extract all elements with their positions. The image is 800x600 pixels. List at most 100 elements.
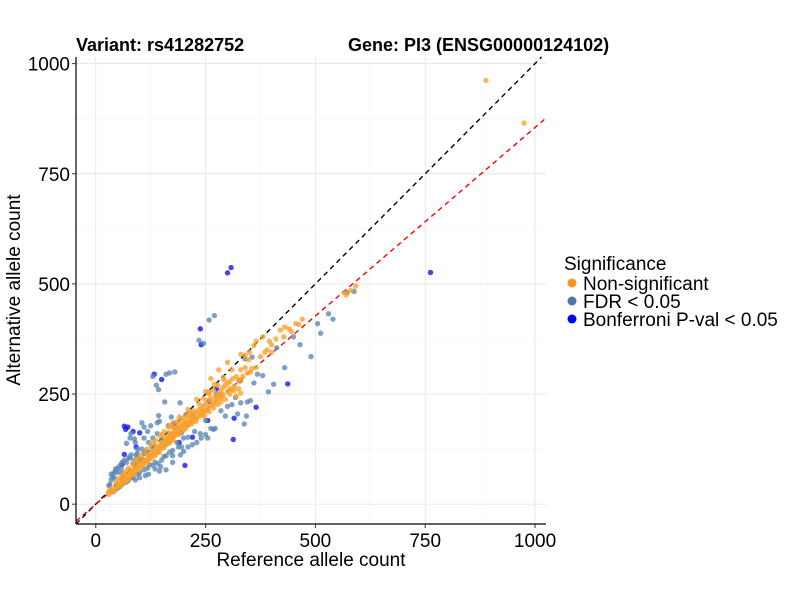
point-non-significant <box>231 387 237 394</box>
y-tick-label: 500 <box>38 275 70 296</box>
point-non-significant <box>210 405 217 411</box>
point-fdr-0-05 <box>127 455 133 461</box>
point-non-significant <box>202 412 208 418</box>
point-fdr-0-05 <box>153 382 160 388</box>
point-fdr-0-05 <box>265 389 272 395</box>
y-tick-label: 250 <box>38 385 70 406</box>
point-non-significant <box>483 77 489 84</box>
point-non-significant <box>148 442 154 448</box>
point-fdr-0-05 <box>243 413 250 419</box>
point-fdr-0-05 <box>169 459 176 466</box>
point-fdr-0-05 <box>141 435 147 441</box>
point-non-significant <box>161 445 167 451</box>
point-non-significant <box>238 378 244 384</box>
y-axis-ticks: 0 250 500 750 1000 <box>28 55 76 516</box>
point-fdr-0-05 <box>238 400 244 406</box>
legend-entry-fdr: FDR < 0.05 <box>567 292 681 313</box>
point-non-significant <box>227 391 233 397</box>
point-fdr-0-05 <box>274 345 280 351</box>
point-non-significant <box>266 338 272 344</box>
point-non-significant <box>206 403 212 410</box>
point-non-significant <box>117 482 123 489</box>
point-fdr-0-05 <box>139 419 145 426</box>
point-non-significant <box>215 382 221 388</box>
point-non-significant <box>281 334 287 340</box>
point-fdr-0-05 <box>314 320 321 327</box>
point-fdr-0-05 <box>211 312 218 319</box>
point-bonferroni-p-val-0-05 <box>158 376 165 383</box>
point-fdr-0-05 <box>108 477 114 483</box>
point-non-significant <box>245 356 252 363</box>
point-fdr-0-05 <box>229 401 235 408</box>
point-non-significant <box>215 401 221 408</box>
point-bonferroni-p-val-0-05 <box>427 269 434 276</box>
point-non-significant <box>153 443 160 449</box>
legend-entry-non-significant: Non-significant <box>567 274 709 295</box>
point-fdr-0-05 <box>128 430 134 437</box>
point-non-significant <box>164 438 170 445</box>
point-fdr-0-05 <box>308 353 314 360</box>
point-non-significant <box>219 391 225 397</box>
point-non-significant <box>194 396 200 403</box>
point-fdr-0-05 <box>191 428 198 435</box>
point-non-significant <box>277 327 283 333</box>
point-non-significant <box>129 460 136 467</box>
point-fdr-0-05 <box>158 464 164 470</box>
point-non-significant <box>194 414 201 420</box>
point-non-significant <box>137 453 144 459</box>
point-non-significant <box>222 396 229 403</box>
point-fdr-0-05 <box>281 364 288 371</box>
point-fdr-0-05 <box>185 444 191 450</box>
point-bonferroni-p-val-0-05 <box>182 462 188 469</box>
point-fdr-0-05 <box>163 371 169 377</box>
plot-panel <box>75 56 547 525</box>
point-fdr-0-05 <box>123 459 130 466</box>
legend: Significance Non-significant FDR < 0.05 … <box>564 254 778 331</box>
point-fdr-0-05 <box>241 421 247 427</box>
point-non-significant <box>229 367 235 373</box>
point-non-significant <box>177 425 183 432</box>
point-fdr-0-05 <box>127 435 133 441</box>
title-variant: Variant: rs41282752 <box>76 35 244 55</box>
legend-entry-bonferroni: Bonferroni P-val < 0.05 <box>567 310 778 331</box>
point-fdr-0-05 <box>150 373 156 380</box>
point-fdr-0-05 <box>180 435 187 441</box>
point-non-significant <box>121 470 127 477</box>
point-fdr-0-05 <box>115 469 121 476</box>
point-fdr-0-05 <box>168 414 175 420</box>
point-fdr-0-05 <box>218 408 224 414</box>
point-fdr-0-05 <box>147 423 154 429</box>
x-axis-title: Reference allele count <box>216 550 406 571</box>
point-fdr-0-05 <box>254 371 261 377</box>
point-fdr-0-05 <box>161 453 167 460</box>
y-tick-label: 1000 <box>28 55 70 76</box>
point-fdr-0-05 <box>142 472 149 479</box>
point-fdr-0-05 <box>141 467 147 473</box>
legend-key-fdr <box>567 296 577 306</box>
point-fdr-0-05 <box>290 334 297 340</box>
point-non-significant <box>190 418 196 425</box>
x-tick-label: 750 <box>409 531 441 552</box>
point-bonferroni-p-val-0-05 <box>230 436 236 443</box>
point-fdr-0-05 <box>119 459 125 466</box>
point-bonferroni-p-val-0-05 <box>231 415 237 421</box>
y-axis-title: Alternative allele count <box>4 194 25 386</box>
point-non-significant <box>140 462 146 469</box>
point-fdr-0-05 <box>177 452 184 458</box>
point-non-significant <box>149 455 155 461</box>
point-fdr-0-05 <box>198 435 204 441</box>
point-non-significant <box>242 364 248 371</box>
y-tick-label: 750 <box>38 165 70 186</box>
point-fdr-0-05 <box>136 475 143 481</box>
point-non-significant <box>257 353 264 360</box>
point-non-significant <box>208 375 214 382</box>
point-non-significant <box>123 477 130 483</box>
point-non-significant <box>253 338 259 344</box>
point-bonferroni-p-val-0-05 <box>228 264 234 271</box>
point-non-significant <box>341 290 347 296</box>
point-fdr-0-05 <box>174 439 180 446</box>
x-tick-label: 250 <box>190 531 222 552</box>
point-fdr-0-05 <box>234 411 241 417</box>
legend-label-fdr: FDR < 0.05 <box>583 292 681 313</box>
legend-title: Significance <box>564 254 666 275</box>
